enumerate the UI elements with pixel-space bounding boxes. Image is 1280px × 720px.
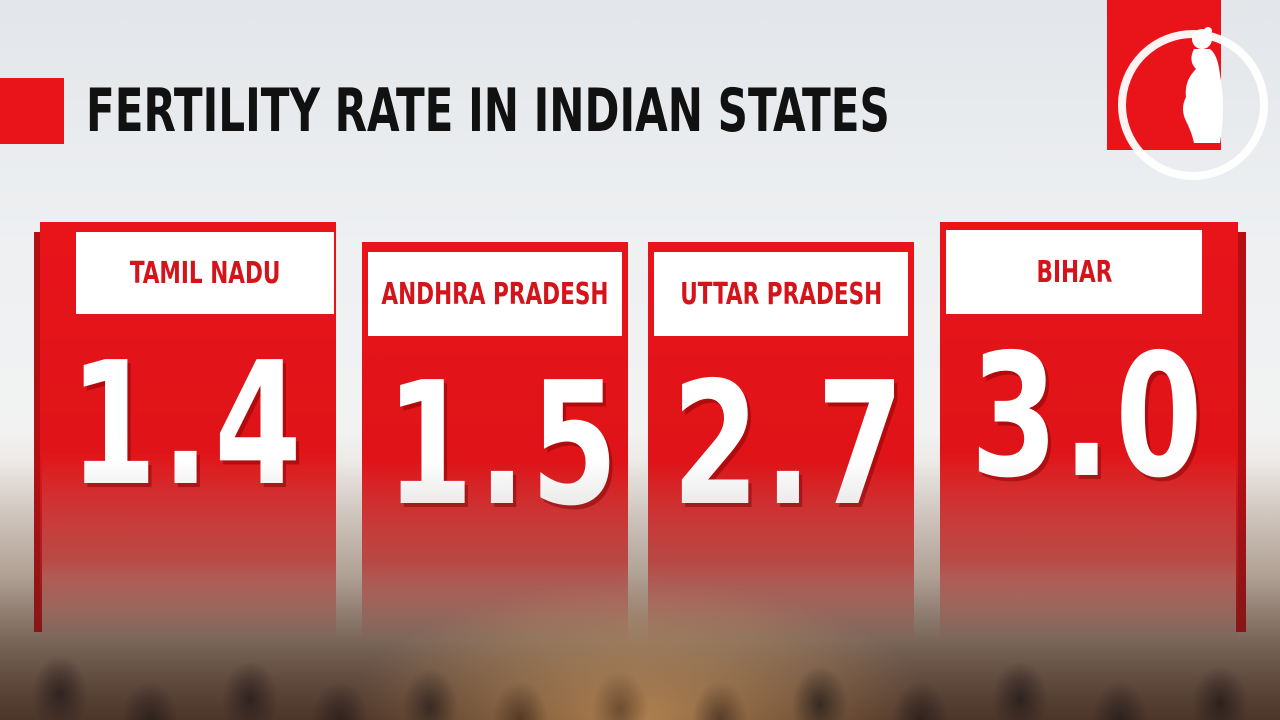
fertility-value: 1.4 xyxy=(69,326,307,524)
state-label-box: ANDHRA PRADESH xyxy=(368,252,622,336)
card-uttar-pradesh: UTTAR PRADESH 2.7 xyxy=(648,242,914,642)
card-side xyxy=(34,232,42,632)
card-andhra-pradesh: ANDHRA PRADESH 1.5 xyxy=(362,242,628,642)
fertility-value: 3.0 xyxy=(970,318,1208,516)
page-title: FERTILITY RATE IN INDIAN STATES xyxy=(86,76,890,146)
state-label-box: TAMIL NADU xyxy=(76,232,334,314)
state-label: UTTAR PRADESH xyxy=(680,276,882,312)
card-tamil-nadu: TAMIL NADU 1.4 xyxy=(40,222,336,642)
title-row: FERTILITY RATE IN INDIAN STATES xyxy=(0,78,1117,144)
title-accent-block xyxy=(0,78,64,144)
pregnant-woman-icon xyxy=(1183,27,1223,143)
state-label: BIHAR xyxy=(1036,254,1112,290)
fertility-value: 1.5 xyxy=(385,346,623,544)
state-label-box: UTTAR PRADESH xyxy=(654,252,908,336)
logo-ring xyxy=(1118,30,1268,180)
card-side xyxy=(1236,232,1246,632)
state-label: TAMIL NADU xyxy=(129,255,281,291)
card-bihar: BIHAR 3.0 xyxy=(940,222,1238,642)
state-label: ANDHRA PRADESH xyxy=(381,276,609,312)
state-label-box: BIHAR xyxy=(946,230,1202,314)
fertility-value: 2.7 xyxy=(671,346,909,544)
